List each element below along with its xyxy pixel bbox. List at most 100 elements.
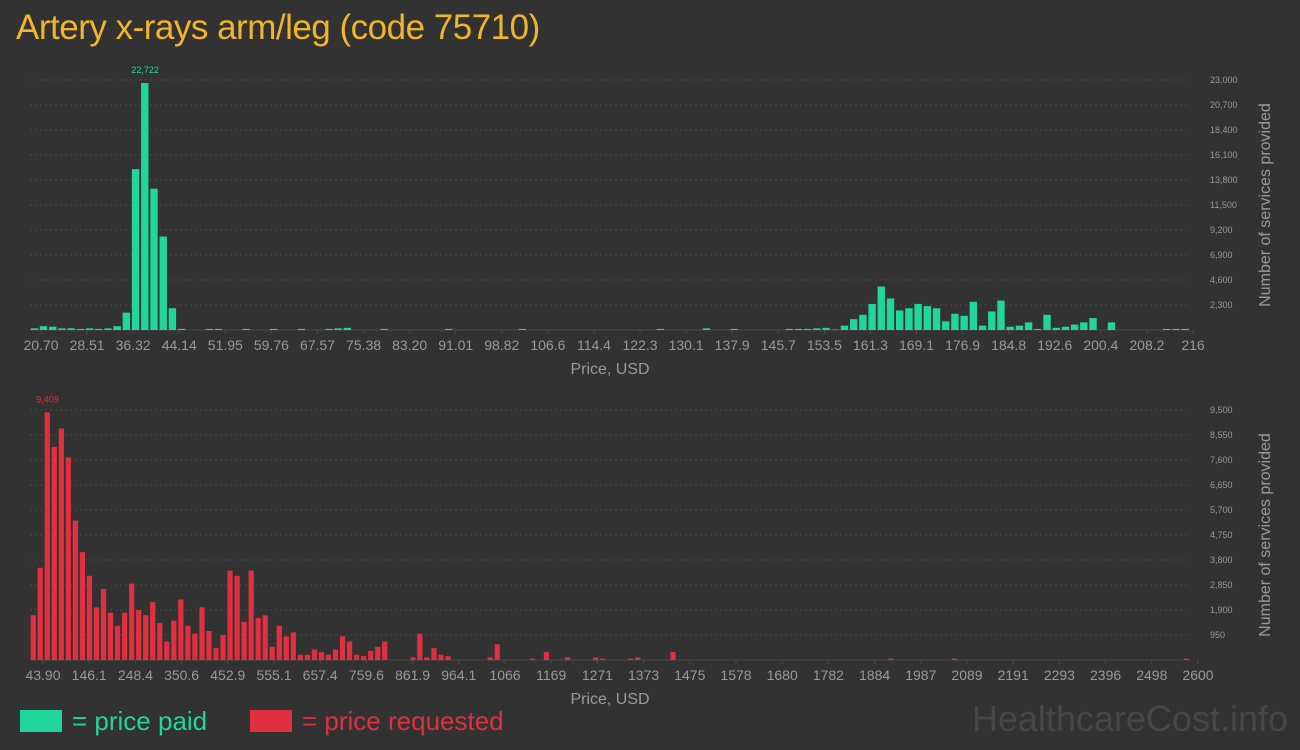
requested-bar [171, 620, 177, 660]
requested-bar [339, 636, 346, 660]
paid-y-tick-label: 23,000 [1210, 75, 1238, 85]
paid-bar [960, 315, 968, 330]
paid-x-tick-label: 184.8 [991, 337, 1026, 353]
requested-bar [241, 621, 247, 660]
requested-bar [178, 599, 184, 660]
paid-x-tick-label: 44.14 [162, 337, 197, 353]
paid-bar [942, 321, 950, 330]
requested-y-tick-label: 8,550 [1210, 430, 1233, 440]
paid-bar [1080, 322, 1088, 330]
paid-bar [1089, 318, 1097, 330]
requested-x-tick-label: 146.1 [72, 667, 107, 683]
requested-bar [58, 428, 64, 660]
requested-bar [564, 657, 571, 660]
requested-bar [543, 652, 550, 660]
requested-bar [332, 649, 339, 660]
requested-y-tick-label: 4,750 [1210, 530, 1233, 540]
requested-bar [283, 636, 289, 660]
paid-bar [932, 308, 941, 330]
requested-bar [262, 615, 268, 660]
paid-bar [58, 328, 66, 330]
requested-bar [121, 612, 128, 660]
paid-bar [168, 308, 177, 330]
paid-bar [895, 310, 904, 330]
paid-bar [1070, 324, 1079, 330]
paid-x-tick-label: 67.57 [300, 337, 335, 353]
paid-bar [840, 325, 849, 330]
requested-bar [72, 520, 79, 660]
requested-bar [635, 657, 641, 660]
paid-bar [141, 83, 149, 331]
paid-y-tick-label: 11,500 [1210, 200, 1237, 210]
requested-x-tick-label: 1578 [720, 667, 751, 683]
page-title: Artery x-rays arm/leg (code 75710) [16, 8, 540, 47]
paid-bar [813, 328, 821, 330]
requested-bar [290, 632, 296, 660]
paid-bar [444, 328, 453, 330]
requested-bar [227, 570, 233, 660]
requested-bar [44, 412, 50, 660]
paid-bar [1006, 326, 1014, 330]
paid-bar [877, 286, 885, 330]
requested-x-tick-label: 2089 [951, 667, 982, 683]
requested-bar [494, 644, 500, 660]
paid-bar [380, 328, 388, 330]
paid-x-tick-label: 75.38 [346, 337, 381, 353]
legend-requested-swatch [250, 710, 292, 732]
requested-bar [593, 657, 599, 660]
requested-bar [213, 648, 219, 660]
requested-bar [79, 552, 86, 660]
requested-bar [65, 457, 71, 660]
requested-bar [529, 658, 535, 660]
requested-bar [346, 641, 353, 660]
paid-x-tick-label: 91.01 [438, 337, 473, 353]
paid-bar [978, 325, 987, 330]
paid-x-tick-label: 208.2 [1129, 337, 1164, 353]
requested-bar [206, 631, 212, 660]
legend-paid: = price paid [20, 705, 207, 737]
paid-bar [914, 303, 922, 330]
requested-bar [438, 654, 444, 660]
paid-x-tick-label: 192.6 [1037, 337, 1072, 353]
paid-bar [997, 300, 1005, 330]
requested-bar [276, 625, 282, 660]
paid-y-tick-label: 6,900 [1210, 250, 1233, 260]
paid-bar [1034, 328, 1042, 330]
legend-paid-swatch [20, 710, 62, 732]
requested-bar [325, 654, 332, 660]
requested-bar [417, 633, 423, 660]
paid-bar [49, 326, 57, 330]
paid-x-tick-label: 20.70 [23, 337, 58, 353]
paid-bar [30, 328, 39, 330]
watermark-logo: HealthcareCost.info [971, 698, 1288, 739]
requested-y-axis-title: Number of services provided [1257, 433, 1274, 637]
requested-bar [297, 654, 303, 660]
paid-x-axis-title: Price, USD [570, 361, 649, 378]
requested-x-tick-label: 1782 [813, 667, 844, 683]
paid-bar [1172, 328, 1180, 330]
paid-bar [803, 328, 812, 330]
requested-bar [628, 658, 634, 660]
requested-bar [143, 615, 149, 660]
paid-x-tick-label: 122.3 [623, 337, 658, 353]
requested-bar [234, 575, 240, 660]
paid-x-tick-label: 51.95 [208, 337, 243, 353]
paid-bar [1052, 327, 1060, 330]
paid-bar [702, 328, 711, 330]
requested-bar [1183, 658, 1189, 660]
paid-x-tick-label: 114.4 [577, 337, 611, 353]
requested-x-tick-label: 1169 [536, 667, 566, 683]
paid-bar [886, 298, 895, 330]
requested-x-tick-label: 2191 [998, 667, 1029, 683]
requested-bar [30, 615, 36, 660]
requested-bar [192, 633, 198, 660]
requested-bar [361, 656, 367, 660]
paid-x-tick-label: 169.1 [899, 337, 934, 353]
legend-paid-label: = price paid [72, 705, 208, 736]
paid-bar [76, 328, 85, 330]
paid-x-tick-label: 36.32 [116, 337, 151, 353]
paid-y-tick-label: 9,200 [1210, 225, 1233, 235]
paid-bar [104, 328, 112, 330]
paid-bar [150, 188, 158, 330]
requested-y-tick-label: 3,800 [1210, 555, 1233, 565]
